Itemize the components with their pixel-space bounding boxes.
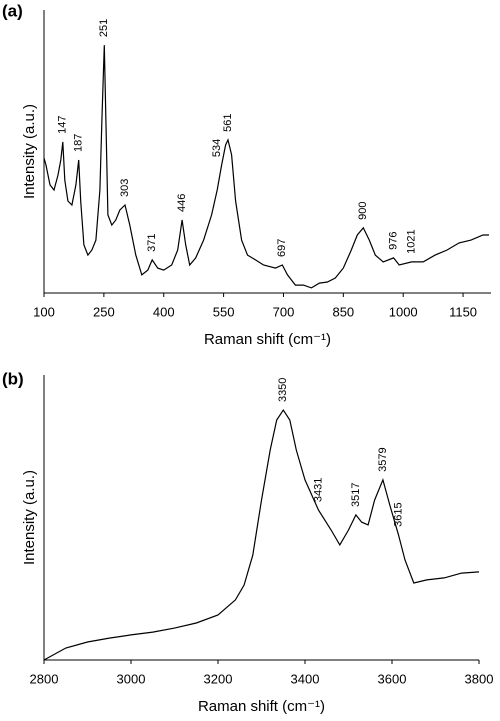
x-axis-title: Raman shift (cm⁻¹): [198, 698, 325, 715]
x-tick-label: 3800: [465, 671, 494, 686]
peak-label: 3615: [392, 502, 404, 526]
peak-label: 371: [146, 234, 158, 252]
peak-label: 446: [176, 194, 188, 212]
x-tick-label: 3400: [291, 671, 320, 686]
peak-label: 251: [98, 19, 110, 37]
panel-label: (b): [2, 369, 24, 388]
peak-label: 3517: [350, 482, 362, 506]
y-axis-title: Intensity (a.u.): [21, 470, 38, 565]
x-tick-label: 400: [153, 304, 175, 319]
x-tick-label: 100: [33, 304, 55, 319]
peak-label: 303: [119, 179, 131, 197]
peak-label: 3350: [277, 378, 289, 402]
peak-label: 3431: [312, 478, 324, 502]
peak-label: 3579: [377, 447, 389, 471]
peak-label: 534: [211, 139, 223, 157]
x-tick-label: 550: [213, 304, 235, 319]
x-tick-label: 850: [332, 304, 354, 319]
x-axis-title: Raman shift (cm⁻¹): [204, 331, 331, 348]
spectrum-line: [43, 45, 489, 289]
x-tick-label: 3000: [117, 671, 146, 686]
x-tick-label: 1150: [449, 304, 477, 319]
peak-label: 1021: [405, 229, 417, 253]
peak-label: 187: [73, 134, 85, 152]
x-tick-label: 250: [93, 304, 115, 319]
panel-label: (a): [2, 1, 23, 20]
x-tick-label: 2800: [30, 671, 59, 686]
peak-label: 697: [276, 239, 288, 257]
peak-label: 976: [388, 232, 400, 250]
peak-label: 147: [57, 116, 69, 134]
peak-label: 900: [357, 202, 369, 220]
x-tick-label: 700: [273, 304, 295, 319]
x-tick-label: 3200: [204, 671, 233, 686]
y-axis-title: Intensity (a.u.): [21, 104, 38, 199]
x-tick-label: 1000: [389, 304, 418, 319]
spectrum-line: [43, 409, 480, 661]
peak-label: 561: [222, 114, 234, 132]
x-tick-label: 3600: [378, 671, 407, 686]
